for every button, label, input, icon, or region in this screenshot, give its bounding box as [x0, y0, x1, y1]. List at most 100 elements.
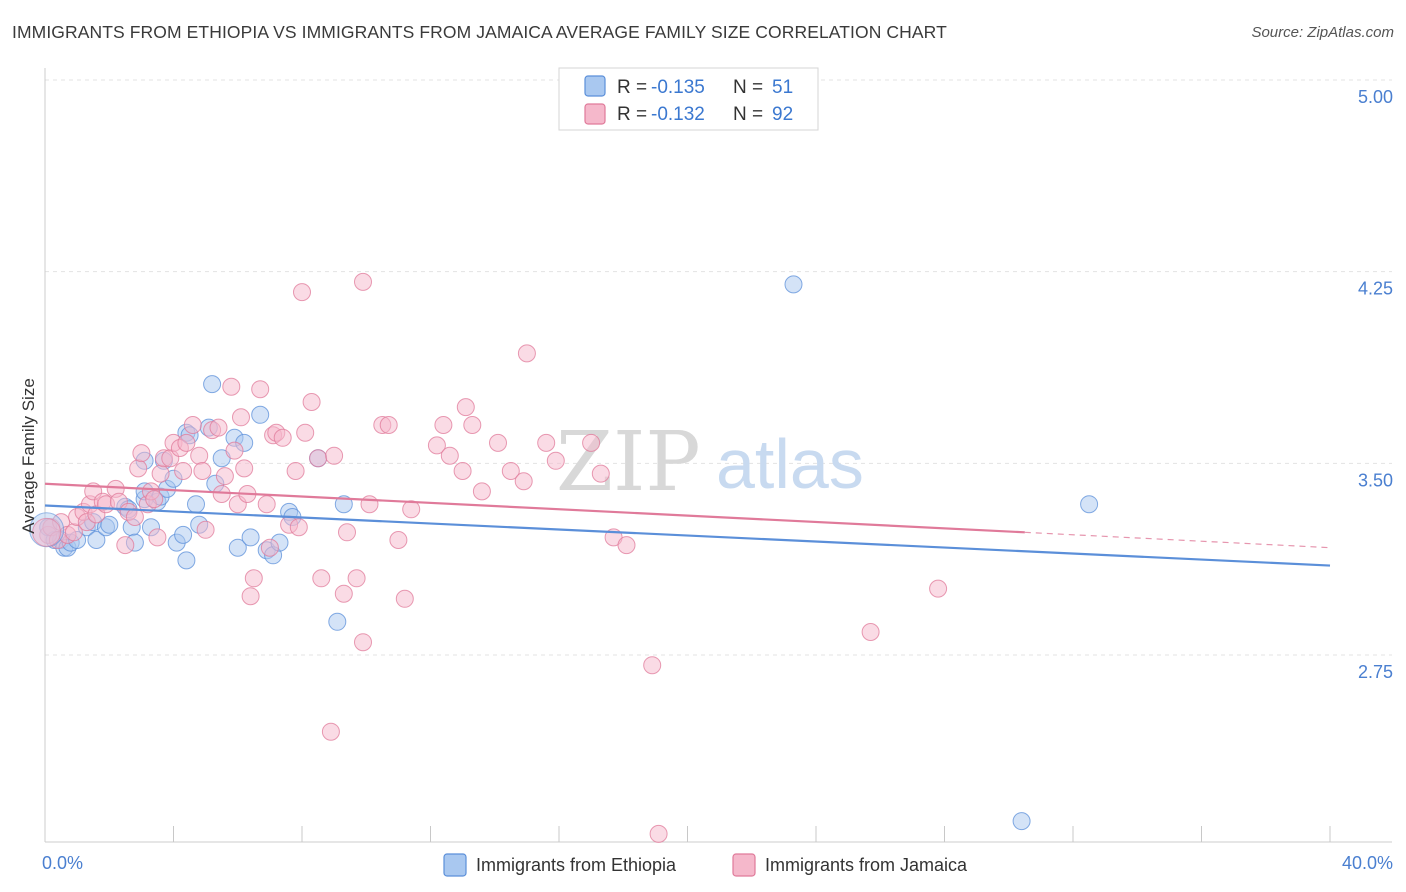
- bottom-legend-label-jamaica: Immigrants from Jamaica: [765, 855, 968, 875]
- point-series1-20: [132, 444, 151, 463]
- point-series1-40: [222, 377, 241, 396]
- point-series1-24: [148, 528, 167, 547]
- legend: R = -0.135 N = 51 R = -0.132 N = 92: [558, 67, 819, 131]
- point-series1-76: [456, 398, 475, 417]
- point-series0-47: [328, 612, 347, 631]
- bottom-legend-swatch-ethiopia: [443, 853, 467, 877]
- trend-line-series0: [44, 504, 1331, 567]
- point-series1-74: [440, 446, 459, 465]
- chart-title: IMMIGRANTS FROM ETHIOPIA VS IMMIGRANTS F…: [12, 22, 947, 42]
- point-series1-62: [334, 584, 353, 603]
- legend-n-label-1: N =: [733, 77, 763, 98]
- point-series1-25: [151, 464, 170, 483]
- point-series1-59: [309, 449, 328, 468]
- point-series1-33: [190, 446, 209, 465]
- point-series0-40: [251, 405, 270, 424]
- y-tick-label-3: 2.75: [1358, 662, 1393, 682]
- point-series1-58: [302, 393, 321, 411]
- grid-lines: [45, 79, 1392, 656]
- trend-line-dashed-series1: [1024, 531, 1331, 549]
- watermark-atlas: atlas: [716, 425, 864, 503]
- point-series1-78: [472, 482, 491, 501]
- point-series1-95: [321, 722, 340, 741]
- point-series1-77: [463, 416, 482, 434]
- point-series1-61: [325, 446, 344, 465]
- point-series1-50: [260, 538, 279, 557]
- point-series1-31: [177, 433, 196, 452]
- point-series0-50: [1012, 812, 1031, 831]
- legend-r-label-2: R =: [617, 104, 647, 125]
- point-series1-68: [379, 416, 398, 434]
- point-series0-33: [203, 375, 222, 394]
- point-series1-88: [617, 536, 636, 555]
- legend-n-value-jamaica: 92: [772, 104, 793, 125]
- point-series0-51: [1080, 495, 1099, 514]
- point-series1-93: [293, 283, 311, 302]
- trend-line-series1: [44, 482, 1025, 534]
- point-series1-41: [225, 441, 244, 460]
- point-series1-94: [354, 272, 372, 291]
- point-series1-48: [251, 380, 270, 399]
- point-series1-81: [514, 472, 533, 491]
- point-series1-44: [235, 459, 254, 478]
- point-series1-71: [402, 500, 421, 519]
- y-tick-label-1: 4.25: [1358, 279, 1393, 299]
- point-series1-55: [286, 462, 305, 480]
- point-series0-48: [334, 495, 353, 514]
- point-series1-73: [434, 416, 453, 434]
- trend-lines: [44, 482, 1331, 567]
- point-series1-34: [193, 462, 212, 480]
- y-tick-label-0: 5.00: [1358, 87, 1393, 107]
- point-series1-75: [453, 462, 472, 480]
- point-series1-80: [501, 462, 520, 480]
- legend-swatch-jamaica: [584, 103, 606, 125]
- point-series1-85: [582, 433, 601, 452]
- point-series1-60: [312, 569, 331, 588]
- point-series1-19: [129, 459, 148, 478]
- point-series1-66: [360, 495, 379, 514]
- point-series1-57: [296, 423, 315, 442]
- axes: 5.00 4.25 3.50 2.75: [44, 68, 1393, 843]
- point-series1-47: [244, 569, 263, 588]
- point-series1-89: [643, 656, 662, 675]
- y-axis-title: Average Family Size: [19, 378, 38, 534]
- legend-r-value-jamaica: -0.132: [651, 104, 705, 125]
- point-series1-92: [929, 579, 948, 598]
- source-label: Source: ZipAtlas.com: [1251, 24, 1394, 41]
- point-cluster-jamaica: [32, 517, 62, 547]
- x-tick-label-left: 0.0%: [42, 853, 83, 873]
- point-series1-72: [427, 436, 446, 455]
- point-series1-46: [241, 587, 260, 606]
- point-series0-39: [241, 528, 260, 547]
- data-points: [29, 272, 1099, 843]
- point-series1-86: [591, 464, 610, 483]
- point-series1-32: [183, 416, 202, 434]
- point-series1-83: [537, 433, 556, 452]
- point-series1-91: [861, 623, 880, 641]
- point-series0-30: [187, 495, 205, 514]
- x-tick-label-right: 40.0%: [1342, 853, 1393, 873]
- bottom-legend: Immigrants from Ethiopia Immigrants from…: [443, 853, 968, 877]
- legend-n-label-2: N =: [733, 104, 763, 125]
- point-series1-79: [489, 433, 507, 452]
- legend-n-value-ethiopia: 51: [772, 77, 793, 98]
- point-series0-11: [100, 515, 119, 534]
- point-series1-65: [354, 633, 372, 652]
- point-series0-9: [87, 531, 106, 549]
- bottom-legend-label-ethiopia: Immigrants from Ethiopia: [476, 855, 677, 875]
- point-series1-70: [395, 589, 414, 608]
- point-series1-30: [174, 462, 193, 480]
- point-series1-38: [212, 485, 231, 503]
- point-series1-39: [215, 467, 234, 486]
- point-series0-29: [177, 551, 196, 570]
- y-tick-label-2: 3.50: [1358, 470, 1393, 490]
- point-series1-18: [125, 508, 144, 526]
- point-series1-84: [546, 451, 565, 470]
- point-series0-49: [784, 275, 803, 294]
- point-series1-69: [389, 531, 408, 549]
- point-series1-90: [649, 824, 668, 843]
- point-series1-64: [347, 569, 366, 588]
- point-series1-43: [232, 408, 250, 427]
- point-series0-26: [174, 525, 193, 544]
- point-series1-23: [145, 490, 164, 509]
